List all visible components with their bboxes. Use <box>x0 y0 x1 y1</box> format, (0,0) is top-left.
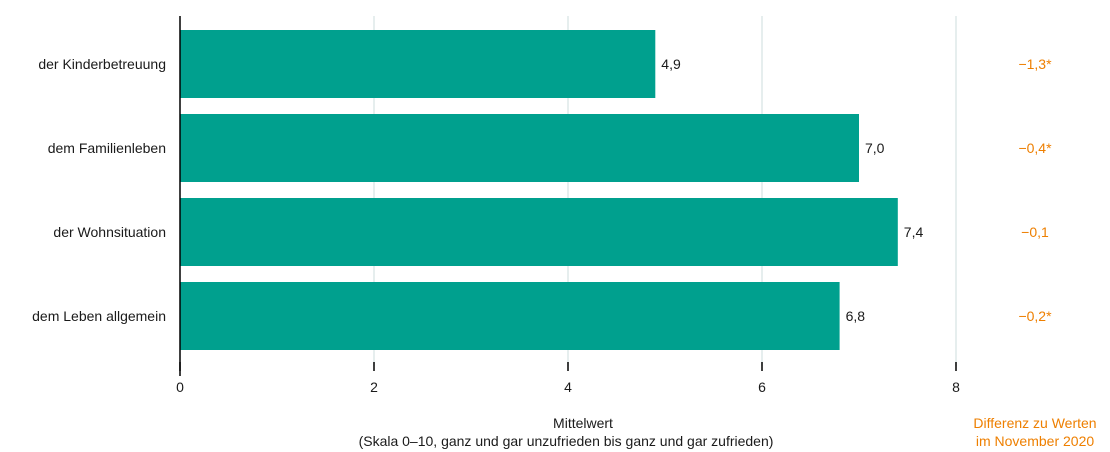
difference-header-line1: Differenz zu Werten <box>973 415 1096 431</box>
bars <box>180 30 898 350</box>
value-label-3: 7,4 <box>904 224 924 240</box>
category-label-4: dem Leben allgemein <box>32 308 166 324</box>
x-axis-label: Mittelwert <box>553 415 613 431</box>
labels: 4,9 der Kinderbetreuung −1,3* 7,0 dem Famili… <box>32 56 1052 324</box>
category-label-2: dem Familienleben <box>48 140 166 156</box>
bar-2 <box>180 114 859 182</box>
value-label-1: 4,9 <box>661 56 681 72</box>
difference-value-4: −0,2* <box>1018 308 1052 324</box>
bar-4 <box>180 282 840 350</box>
difference-value-3: −0,1 <box>1021 224 1049 240</box>
x-tick-label-4: 4 <box>564 379 572 395</box>
x-tick-label-2: 2 <box>370 379 378 395</box>
category-label-3: der Wohnsituation <box>53 224 166 240</box>
x-tick-label-6: 6 <box>758 379 766 395</box>
value-label-2: 7,0 <box>865 140 885 156</box>
x-axis-sublabel: (Skala 0–10, ganz und gar unzufrieden bi… <box>359 433 774 449</box>
x-tick-label-0: 0 <box>176 379 184 395</box>
bar-1 <box>180 30 656 98</box>
axes: 0 2 4 6 8 <box>176 16 960 395</box>
bar-3 <box>180 198 898 266</box>
x-tick-label-8: 8 <box>952 379 960 395</box>
category-label-1: der Kinderbetreuung <box>38 56 166 72</box>
difference-header-line2: im November 2020 <box>976 433 1094 449</box>
difference-value-2: −0,4* <box>1018 140 1052 156</box>
value-label-4: 6,8 <box>846 308 866 324</box>
difference-value-1: −1,3* <box>1018 56 1052 72</box>
